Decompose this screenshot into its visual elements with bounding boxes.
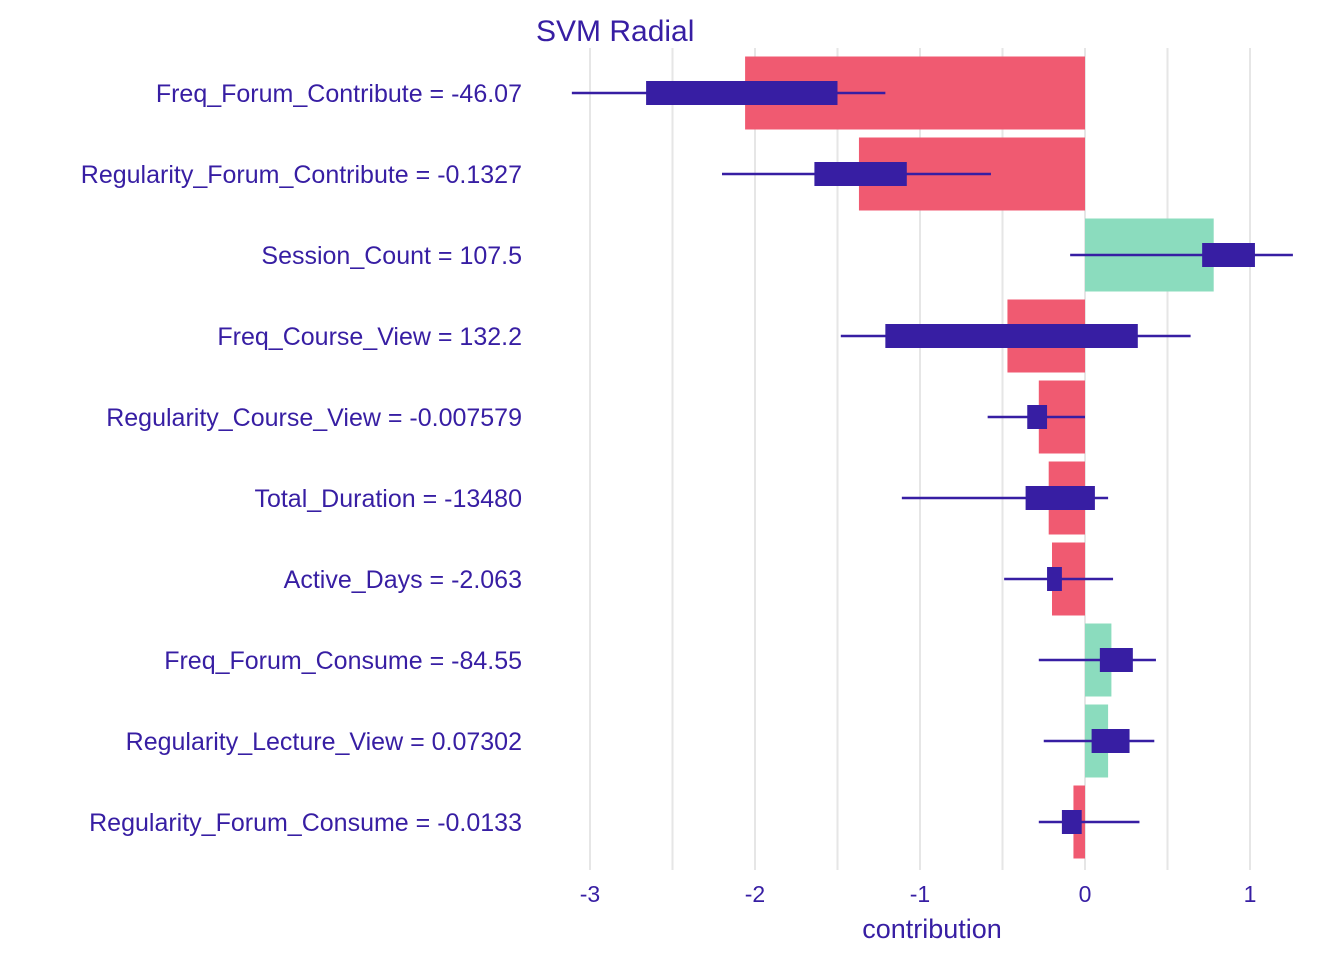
x-axis-label: contribution <box>862 914 1002 944</box>
boxplot-box <box>1099 648 1133 672</box>
x-tick-label: 0 <box>1079 881 1092 907</box>
feature-label: Freq_Forum_Consume = -84.55 <box>164 647 522 675</box>
feature-labels: Freq_Forum_Contribute = -46.07 Regularity… <box>81 80 522 837</box>
boxplot-box <box>1025 486 1095 510</box>
feature-label: Active_Days = -2.063 <box>284 566 522 594</box>
x-tick-label: -2 <box>745 881 765 907</box>
x-tick-label: 1 <box>1244 881 1257 907</box>
boxplot-box <box>1091 729 1130 753</box>
boxplot-box <box>814 162 907 186</box>
feature-label: Freq_Course_View = 132.2 <box>217 323 522 351</box>
boxplot-box <box>885 324 1138 348</box>
x-tick-label: -1 <box>910 881 930 907</box>
feature-label: Total_Duration = -13480 <box>254 485 522 513</box>
boxplot-box <box>1027 405 1048 429</box>
boxplot-box <box>1061 810 1082 834</box>
feature-label: Regularity_Course_View = -0.007579 <box>106 404 522 432</box>
boxplots <box>571 81 1293 834</box>
feature-label: Regularity_Forum_Consume = -0.0133 <box>89 809 522 837</box>
boxplot-box <box>1047 567 1062 591</box>
x-tick-label: -3 <box>580 881 600 907</box>
x-axis-ticks: -3 -2 -1 0 1 <box>580 881 1257 907</box>
boxplot-box <box>1202 243 1255 267</box>
feature-label: Freq_Forum_Contribute = -46.07 <box>156 80 522 108</box>
boxplot-box <box>646 81 838 105</box>
feature-label: Regularity_Lecture_View = 0.07302 <box>126 728 522 756</box>
feature-label: Regularity_Forum_Contribute = -0.1327 <box>81 161 522 189</box>
feature-label: Session_Count = 107.5 <box>261 242 522 270</box>
chart-title: SVM Radial <box>536 15 694 48</box>
